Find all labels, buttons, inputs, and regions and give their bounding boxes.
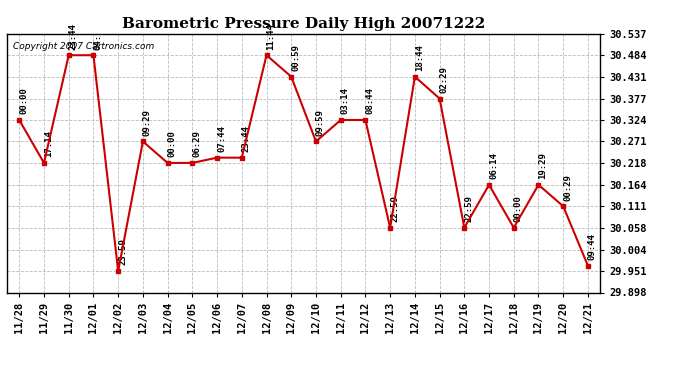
Text: 03:14: 03:14 (341, 88, 350, 114)
Text: 08:44: 08:44 (366, 88, 375, 114)
Title: Barometric Pressure Daily High 20071222: Barometric Pressure Daily High 20071222 (122, 17, 485, 31)
Text: 23:59: 23:59 (118, 238, 127, 266)
Text: 22:59: 22:59 (390, 195, 399, 222)
Text: 09:29: 09:29 (143, 109, 152, 136)
Text: 00:29: 00:29 (563, 174, 572, 201)
Text: 17:14: 17:14 (44, 130, 53, 158)
Text: 04:: 04: (93, 33, 102, 50)
Text: 00:59: 00:59 (291, 44, 300, 71)
Text: 06:29: 06:29 (193, 130, 201, 158)
Text: 00:00: 00:00 (19, 88, 28, 114)
Text: 18:44: 18:44 (415, 44, 424, 71)
Text: 11:44: 11:44 (266, 23, 275, 50)
Text: 19:29: 19:29 (538, 152, 547, 179)
Text: 09:59: 09:59 (316, 109, 325, 136)
Text: Copyright 2007 Cartronics.com: Copyright 2007 Cartronics.com (13, 42, 154, 51)
Text: 22:59: 22:59 (464, 195, 473, 222)
Text: 00:00: 00:00 (168, 130, 177, 158)
Text: 23:44: 23:44 (69, 23, 78, 50)
Text: 06:14: 06:14 (489, 152, 498, 179)
Text: 02:29: 02:29 (440, 66, 449, 93)
Text: 00:00: 00:00 (514, 195, 523, 222)
Text: 07:44: 07:44 (217, 125, 226, 152)
Text: 09:44: 09:44 (588, 233, 597, 260)
Text: 23:44: 23:44 (241, 125, 250, 152)
